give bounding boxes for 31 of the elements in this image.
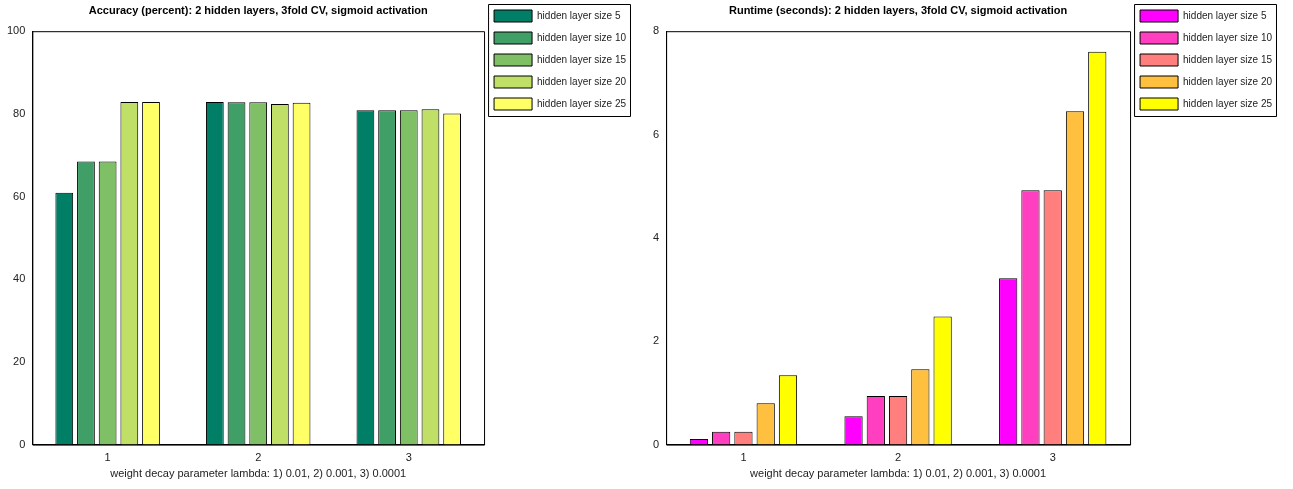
y-tick-label: 4	[652, 230, 660, 243]
x-tick-label: 1	[104, 451, 111, 464]
y-tick-label: 8	[652, 24, 660, 37]
legend-label: hidden layer size 15	[537, 53, 627, 65]
chart-title: Runtime (seconds): 2 hidden layers, 3fold CV, sigmoid activation	[728, 3, 1068, 16]
x-axis-title: weight decay parameter lambda: 1) 0.01, 2) 0.001, 3) 0.0001	[109, 467, 407, 480]
legend-label: hidden layer size 10	[537, 31, 627, 43]
y-tick-label: 40	[13, 272, 26, 285]
x-tick-label: 3	[405, 451, 412, 464]
y-tick-label: 20	[13, 354, 26, 367]
chart-title: Accuracy (percent): 2 hidden layers, 3fold CV, sigmoid activation	[88, 3, 428, 16]
legend-label: hidden layer size 5	[1183, 9, 1267, 21]
y-tick-label: 60	[13, 189, 26, 202]
x-tick-label: 2	[255, 451, 262, 464]
legend-label: hidden layer size 10	[1183, 31, 1273, 43]
x-tick-label: 2	[895, 451, 902, 464]
y-tick-label: 0	[19, 437, 26, 450]
y-tick-label: 100	[6, 24, 26, 37]
legend-label: hidden layer size 5	[537, 9, 621, 21]
y-tick-label: 2	[652, 334, 660, 347]
legend-label: hidden layer size 25	[537, 97, 627, 109]
legend-label: hidden layer size 25	[1183, 97, 1273, 109]
legend-label: hidden layer size 20	[1183, 75, 1273, 87]
y-tick-label: 6	[652, 127, 660, 140]
y-tick-label: 0	[652, 437, 660, 450]
legend-label: hidden layer size 15	[1183, 53, 1273, 65]
y-tick-label: 80	[13, 106, 26, 119]
x-tick-label: 3	[1049, 451, 1056, 464]
x-axis-title: weight decay parameter lambda: 1) 0.01, 2) 0.001, 3) 0.0001	[749, 467, 1047, 480]
x-tick-label: 1	[740, 451, 747, 464]
legend-label: hidden layer size 20	[537, 75, 627, 87]
